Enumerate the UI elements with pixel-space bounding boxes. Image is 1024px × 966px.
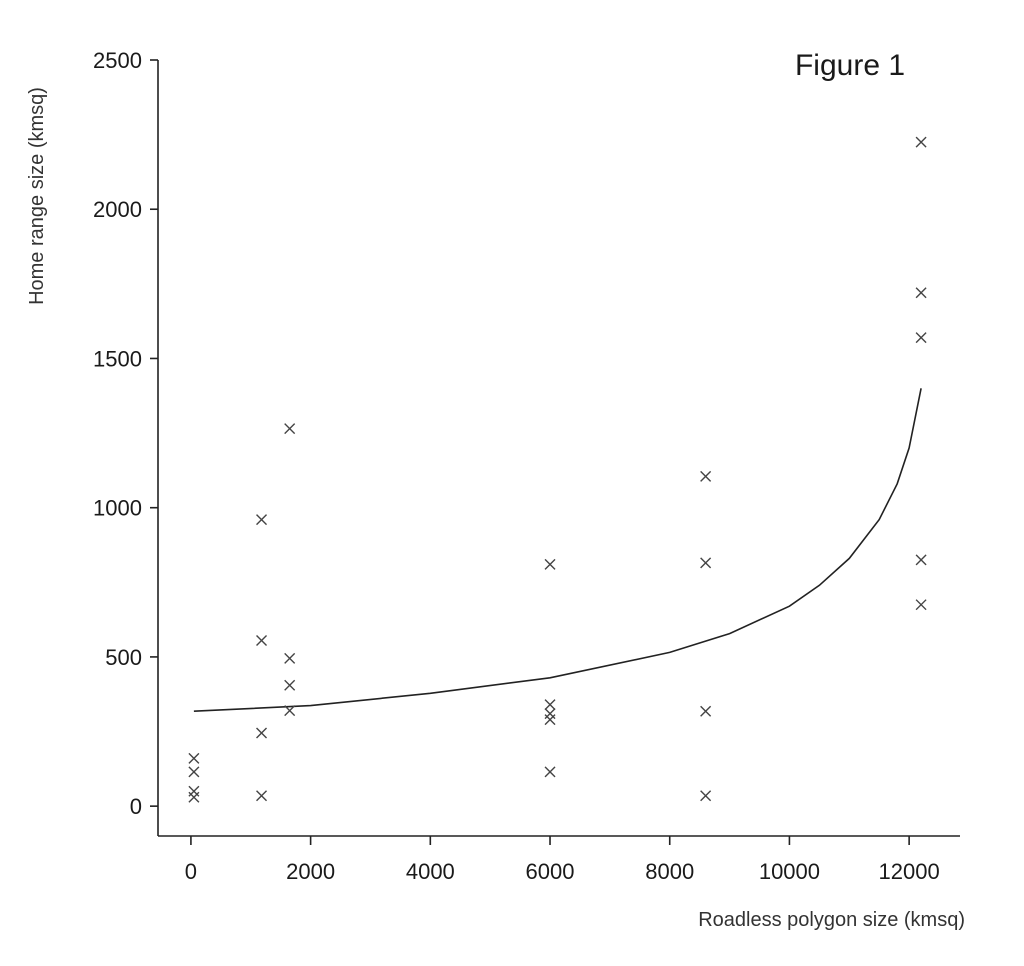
y-tick-label: 0: [130, 794, 142, 819]
data-point-marker: [256, 727, 268, 739]
data-point-marker: [284, 705, 296, 717]
figure-title: Figure 1: [795, 49, 905, 82]
y-tick-label: 1000: [93, 496, 142, 521]
y-tick-label: 1500: [93, 346, 142, 371]
data-point-marker: [188, 785, 200, 797]
data-point-marker: [700, 705, 712, 717]
data-point-marker: [256, 635, 268, 647]
data-point-marker: [284, 423, 296, 435]
data-point-marker: [700, 557, 712, 569]
x-axis-title: Roadless polygon size (kmsq): [698, 909, 965, 931]
data-point-marker: [544, 708, 556, 720]
data-point-marker: [544, 558, 556, 570]
y-axis-title: Home range size (kmsq): [26, 87, 48, 305]
x-tick-label: 6000: [526, 859, 575, 884]
data-point-marker: [256, 790, 268, 802]
data-point-marker: [915, 136, 927, 148]
data-point-marker: [915, 332, 927, 344]
data-point-marker: [544, 714, 556, 726]
data-point-marker: [544, 766, 556, 778]
data-point-marker: [544, 699, 556, 711]
x-tick-label: 2000: [286, 859, 335, 884]
x-tick-label: 8000: [645, 859, 694, 884]
data-point-marker: [700, 470, 712, 482]
fitted-curve: [193, 388, 922, 712]
data-points: [188, 136, 927, 803]
data-point-marker: [256, 514, 268, 526]
data-point-marker: [188, 752, 200, 764]
data-point-marker: [915, 287, 927, 299]
y-tick-label: 2000: [93, 197, 142, 222]
y-tick-label: 2500: [93, 48, 142, 73]
data-point-marker: [284, 652, 296, 664]
x-tick-label: 4000: [406, 859, 455, 884]
data-point-marker: [284, 679, 296, 691]
y-tick-label: 500: [105, 645, 142, 670]
data-point-marker: [188, 791, 200, 803]
data-point-marker: [915, 554, 927, 566]
data-point-marker: [700, 790, 712, 802]
x-tick-label: 12000: [879, 859, 940, 884]
data-point-marker: [188, 766, 200, 778]
axes: 0 500 1000 1500 2000 2500 0 2000 4000 6000 8000 100…: [93, 48, 960, 884]
data-point-marker: [915, 599, 927, 611]
x-tick-label: 10000: [759, 859, 820, 884]
x-tick-label: 0: [185, 859, 197, 884]
